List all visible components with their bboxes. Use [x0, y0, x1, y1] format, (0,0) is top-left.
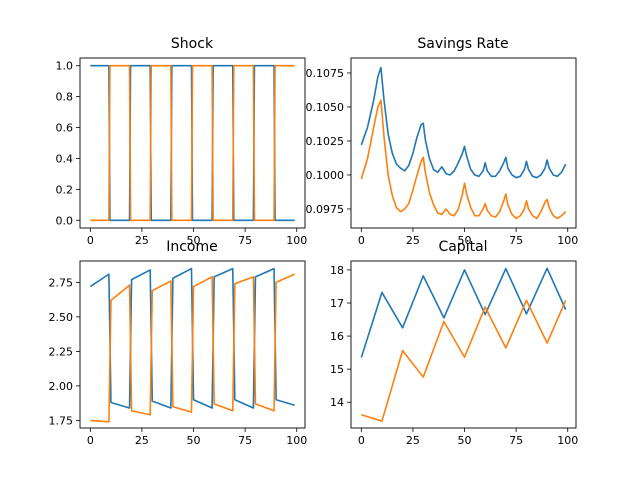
- subplot-title: Savings Rate: [417, 36, 508, 52]
- subplot-shock: 0 25 50 75 100 0.0 0.2 0.4 0.6 0.8 1.0 Shock: [56, 36, 308, 247]
- x-tick-label: 50: [187, 434, 201, 447]
- subplot-title: Shock: [171, 36, 214, 52]
- x-tick-label: 50: [458, 234, 472, 247]
- x-tick-label: 25: [406, 234, 420, 247]
- x-tick-label: 25: [406, 434, 420, 447]
- y-tick-label: 0.8: [56, 91, 74, 104]
- y-tick-label: 17: [330, 297, 344, 310]
- y-tick-label: 1.0: [56, 60, 74, 73]
- subplot-capital: 0 25 50 75 100 14 15 16 17 18 Capital: [330, 239, 578, 447]
- y-tick-label: 16: [330, 330, 344, 343]
- subplot-title: Income: [166, 239, 218, 255]
- x-tick-label: 50: [187, 234, 201, 247]
- y-tick-label: 18: [330, 264, 344, 277]
- axes-frame: [79, 57, 306, 229]
- y-tick-label: 0.1025: [306, 135, 345, 148]
- x-tick-label: 0: [87, 234, 94, 247]
- axes-frame: [350, 57, 577, 229]
- y-tick-label: 2.50: [49, 311, 74, 324]
- x-tick-label: 75: [509, 234, 523, 247]
- series-1-line: [360, 267, 567, 358]
- x-tick-label: 100: [286, 234, 307, 247]
- axes-frame: [350, 260, 577, 429]
- subplot-title: Capital: [438, 239, 487, 255]
- series-2-line: [90, 273, 296, 423]
- x-tick-label: 25: [135, 434, 149, 447]
- x-tick-label: 100: [286, 434, 307, 447]
- x-tick-label: 50: [458, 434, 472, 447]
- y-tick-label: 2.25: [49, 345, 74, 358]
- y-tick-label: 0.6: [56, 122, 74, 135]
- subplot-income: 0 25 50 75 100 1.75 2.00 2.25 2.50 2.75 Income: [49, 239, 308, 447]
- x-tick-label: 25: [135, 234, 149, 247]
- y-tick-label: 0.2: [56, 183, 74, 196]
- y-tick-label: 0.1075: [306, 67, 345, 80]
- y-tick-label: 0.1000: [306, 169, 345, 182]
- y-tick-label: 0.0975: [306, 203, 345, 216]
- series-2-line: [90, 64, 295, 222]
- x-tick-label: 100: [557, 434, 578, 447]
- y-tick-label: 0.4: [56, 152, 74, 165]
- x-tick-label: 75: [238, 234, 252, 247]
- y-tick-label: 2.00: [49, 380, 74, 393]
- y-tick-label: 1.75: [49, 414, 74, 427]
- x-tick-label: 75: [238, 434, 252, 447]
- series-2-line: [361, 299, 567, 422]
- x-tick-label: 75: [509, 434, 523, 447]
- y-tick-label: 15: [330, 363, 344, 376]
- series-2-line: [360, 99, 567, 220]
- x-tick-label: 100: [557, 234, 578, 247]
- x-tick-label: 0: [87, 434, 94, 447]
- series-1-line: [360, 66, 567, 179]
- x-tick-label: 0: [358, 234, 365, 247]
- y-tick-label: 14: [330, 396, 344, 409]
- y-tick-label: 2.75: [49, 276, 74, 289]
- axes-frame: [79, 260, 306, 429]
- subplot-savings-rate: 0 25 50 75 100 0.0975 0.1000 0.1025 0.1050 0.1075…: [306, 36, 579, 247]
- y-tick-label: 0.0: [56, 214, 74, 227]
- x-tick-label: 0: [358, 434, 365, 447]
- y-tick-label: 0.1050: [306, 101, 345, 114]
